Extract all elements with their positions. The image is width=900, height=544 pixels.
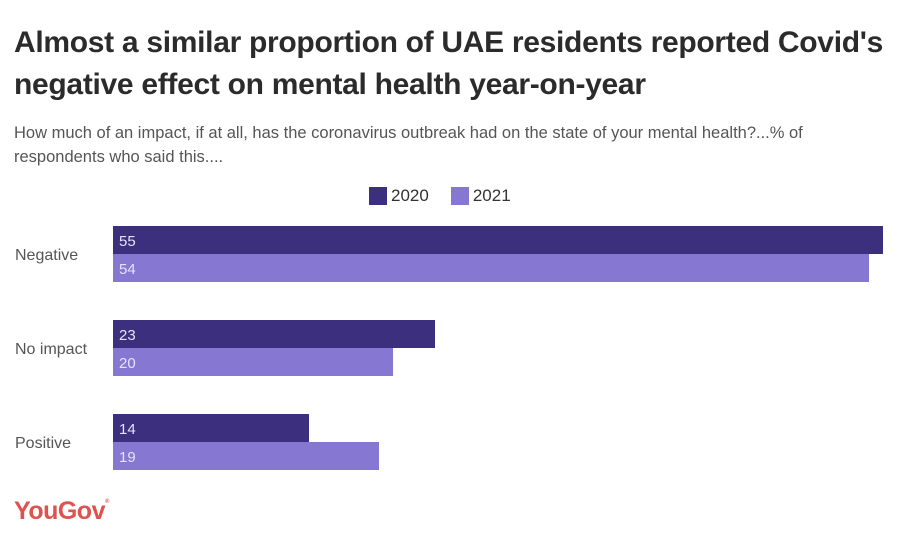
chart-title: Almost a similar proportion of UAE resid…: [14, 26, 883, 101]
category-label: Positive: [15, 435, 71, 452]
category-label: Negative: [15, 247, 78, 264]
legend-swatch-2020: [369, 187, 387, 205]
data-label: 55: [119, 233, 136, 250]
bar-2021: [113, 348, 393, 376]
yougov-logo: YouGov®: [14, 497, 109, 525]
data-label: 19: [119, 449, 136, 466]
bar-2021: [113, 254, 869, 282]
bar-2021: [113, 442, 379, 470]
legend-label-2021: 2021: [472, 186, 511, 205]
chart-subtitle: How much of an impact, if at all, has th…: [14, 124, 803, 166]
logo-text: YouGov: [14, 497, 105, 525]
legend-item-2020: 2020: [369, 186, 429, 206]
bar-2020: [113, 320, 435, 348]
bar-2020: [113, 414, 309, 442]
bar-chart: Negative 55 54 No impact 23 20 Positive 14 19: [15, 226, 883, 470]
legend-item-2021: 2021: [450, 186, 511, 206]
data-label: 20: [119, 355, 136, 372]
data-label: 54: [119, 261, 136, 278]
data-label: 23: [119, 327, 136, 344]
legend: 2020 2021: [369, 186, 533, 206]
category-label: No impact: [15, 341, 88, 358]
data-label: 14: [119, 421, 136, 438]
legend-label-2020: 2020: [391, 186, 429, 205]
legend-swatch-2021: [450, 187, 469, 205]
bar-2020: [113, 226, 883, 254]
